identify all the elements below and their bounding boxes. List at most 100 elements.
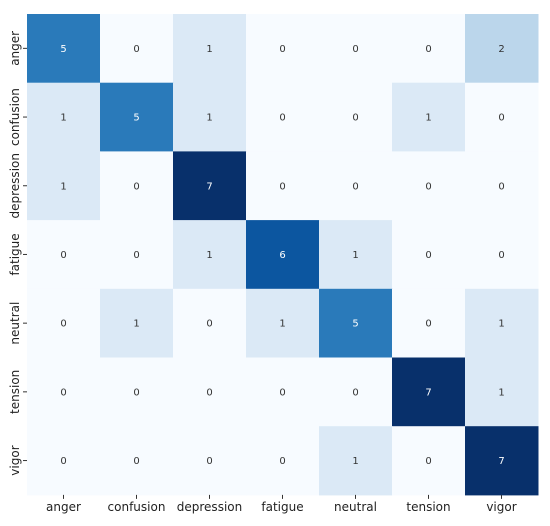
heatmap-cell xyxy=(246,14,320,84)
cell-value-label: 5 xyxy=(60,44,66,55)
heatmap-cell xyxy=(173,426,247,496)
heatmap-cell xyxy=(246,357,320,427)
heatmap-cell xyxy=(392,288,466,358)
cell-value-label: 0 xyxy=(352,44,358,55)
cell-value-label: 0 xyxy=(425,181,431,192)
heatmap-cell xyxy=(392,357,466,427)
heatmap-cell xyxy=(173,14,247,84)
heatmap-cell xyxy=(246,426,320,496)
cell-value-label: 0 xyxy=(133,387,139,398)
cell-value-label: 0 xyxy=(425,250,431,261)
heatmap-cell xyxy=(173,288,247,358)
cell-value-label: 7 xyxy=(425,387,431,398)
cell-value-label: 0 xyxy=(133,250,139,261)
cell-value-label: 0 xyxy=(425,44,431,55)
cell-value-label: 0 xyxy=(133,44,139,55)
heatmap-cell xyxy=(465,82,539,152)
cell-value-label: 1 xyxy=(352,250,358,261)
y-tick-label: fatigue xyxy=(8,233,22,275)
heatmap-cell-values: 5 0 1 0 0 0 2 1 5 1 0 0 1 0 1 0 7 0 0 0 0 0 0 1 6 1 0 0 0 1 0 1 5 0 1 0 0 0 0 0… xyxy=(60,44,504,467)
cell-value-label: 5 xyxy=(133,113,139,124)
cell-value-label: 0 xyxy=(498,113,504,124)
cell-value-label: 0 xyxy=(425,319,431,330)
cell-value-label: 1 xyxy=(206,44,212,55)
heatmap-cell xyxy=(392,151,466,221)
heatmap-cell xyxy=(27,288,101,358)
heatmap-cell xyxy=(319,82,393,152)
cell-value-label: 1 xyxy=(425,113,431,124)
heatmap-cell xyxy=(100,14,174,84)
heatmap-cell xyxy=(246,220,320,290)
cell-value-label: 0 xyxy=(133,181,139,192)
heatmap-cell xyxy=(392,14,466,84)
y-tick-label: vigor xyxy=(8,445,22,475)
heatmap-cell xyxy=(100,82,174,152)
heatmap-cell xyxy=(319,426,393,496)
heatmap-cell xyxy=(100,220,174,290)
cell-value-label: 0 xyxy=(206,319,212,330)
cell-value-label: 1 xyxy=(133,319,139,330)
cell-value-label: 0 xyxy=(352,113,358,124)
cell-value-label: 1 xyxy=(206,113,212,124)
cell-value-label: 6 xyxy=(279,250,285,261)
heatmap-cell xyxy=(27,82,101,152)
y-tick-label: depression xyxy=(8,153,22,218)
cell-value-label: 0 xyxy=(60,250,66,261)
cell-value-label: 2 xyxy=(498,44,504,55)
cell-value-label: 1 xyxy=(498,387,504,398)
heatmap-cell xyxy=(319,151,393,221)
cell-value-label: 5 xyxy=(352,319,358,330)
heatmap-cell xyxy=(27,220,101,290)
cell-value-label: 0 xyxy=(498,250,504,261)
heatmap-cell xyxy=(246,288,320,358)
cell-value-label: 0 xyxy=(133,456,139,467)
cell-value-label: 0 xyxy=(498,181,504,192)
cell-value-label: 1 xyxy=(60,181,66,192)
x-tick-label: depression xyxy=(177,500,242,514)
y-tick-label: tension xyxy=(8,370,22,414)
heatmap-cell xyxy=(465,220,539,290)
y-tick-label: confusion xyxy=(8,88,22,146)
heatmap-cell xyxy=(246,82,320,152)
x-tick-label: confusion xyxy=(108,500,166,514)
cell-value-label: 0 xyxy=(352,387,358,398)
cell-value-label: 0 xyxy=(279,456,285,467)
x-tick-label: vigor xyxy=(486,500,516,514)
heatmap-cell xyxy=(27,151,101,221)
heatmap-cell xyxy=(319,220,393,290)
cell-value-label: 0 xyxy=(279,113,285,124)
cell-value-label: 1 xyxy=(352,456,358,467)
heatmap-cell xyxy=(27,357,101,427)
heatmap-cell xyxy=(100,426,174,496)
heatmap-cell xyxy=(100,288,174,358)
heatmap-cell xyxy=(465,151,539,221)
heatmap-cell xyxy=(392,82,466,152)
heatmap-cell xyxy=(246,151,320,221)
cell-value-label: 0 xyxy=(425,456,431,467)
heatmap-cell xyxy=(27,426,101,496)
cell-value-label: 0 xyxy=(206,456,212,467)
heatmap-cell xyxy=(319,14,393,84)
heatmap-cell xyxy=(100,151,174,221)
heatmap-cell xyxy=(27,14,101,84)
heatmap-cell xyxy=(392,426,466,496)
heatmap-cell xyxy=(392,220,466,290)
cell-value-label: 0 xyxy=(352,181,358,192)
cell-value-label: 1 xyxy=(498,319,504,330)
cell-value-label: 0 xyxy=(60,456,66,467)
heatmap-cell xyxy=(465,14,539,84)
heatmap-cell xyxy=(173,151,247,221)
y-tick-label: neutral xyxy=(8,302,22,345)
cell-value-label: 0 xyxy=(206,387,212,398)
cell-value-label: 0 xyxy=(279,44,285,55)
cell-value-label: 1 xyxy=(206,250,212,261)
y-tick-label: anger xyxy=(8,31,22,66)
cell-value-label: 0 xyxy=(279,387,285,398)
cell-value-label: 7 xyxy=(206,181,212,192)
x-tick-label: tension xyxy=(406,500,450,514)
heatmap-cell xyxy=(173,220,247,290)
heatmap-cell xyxy=(173,82,247,152)
heatmap-cell xyxy=(100,357,174,427)
x-axis: anger confusion depression fatigue neutral te… xyxy=(46,494,517,514)
